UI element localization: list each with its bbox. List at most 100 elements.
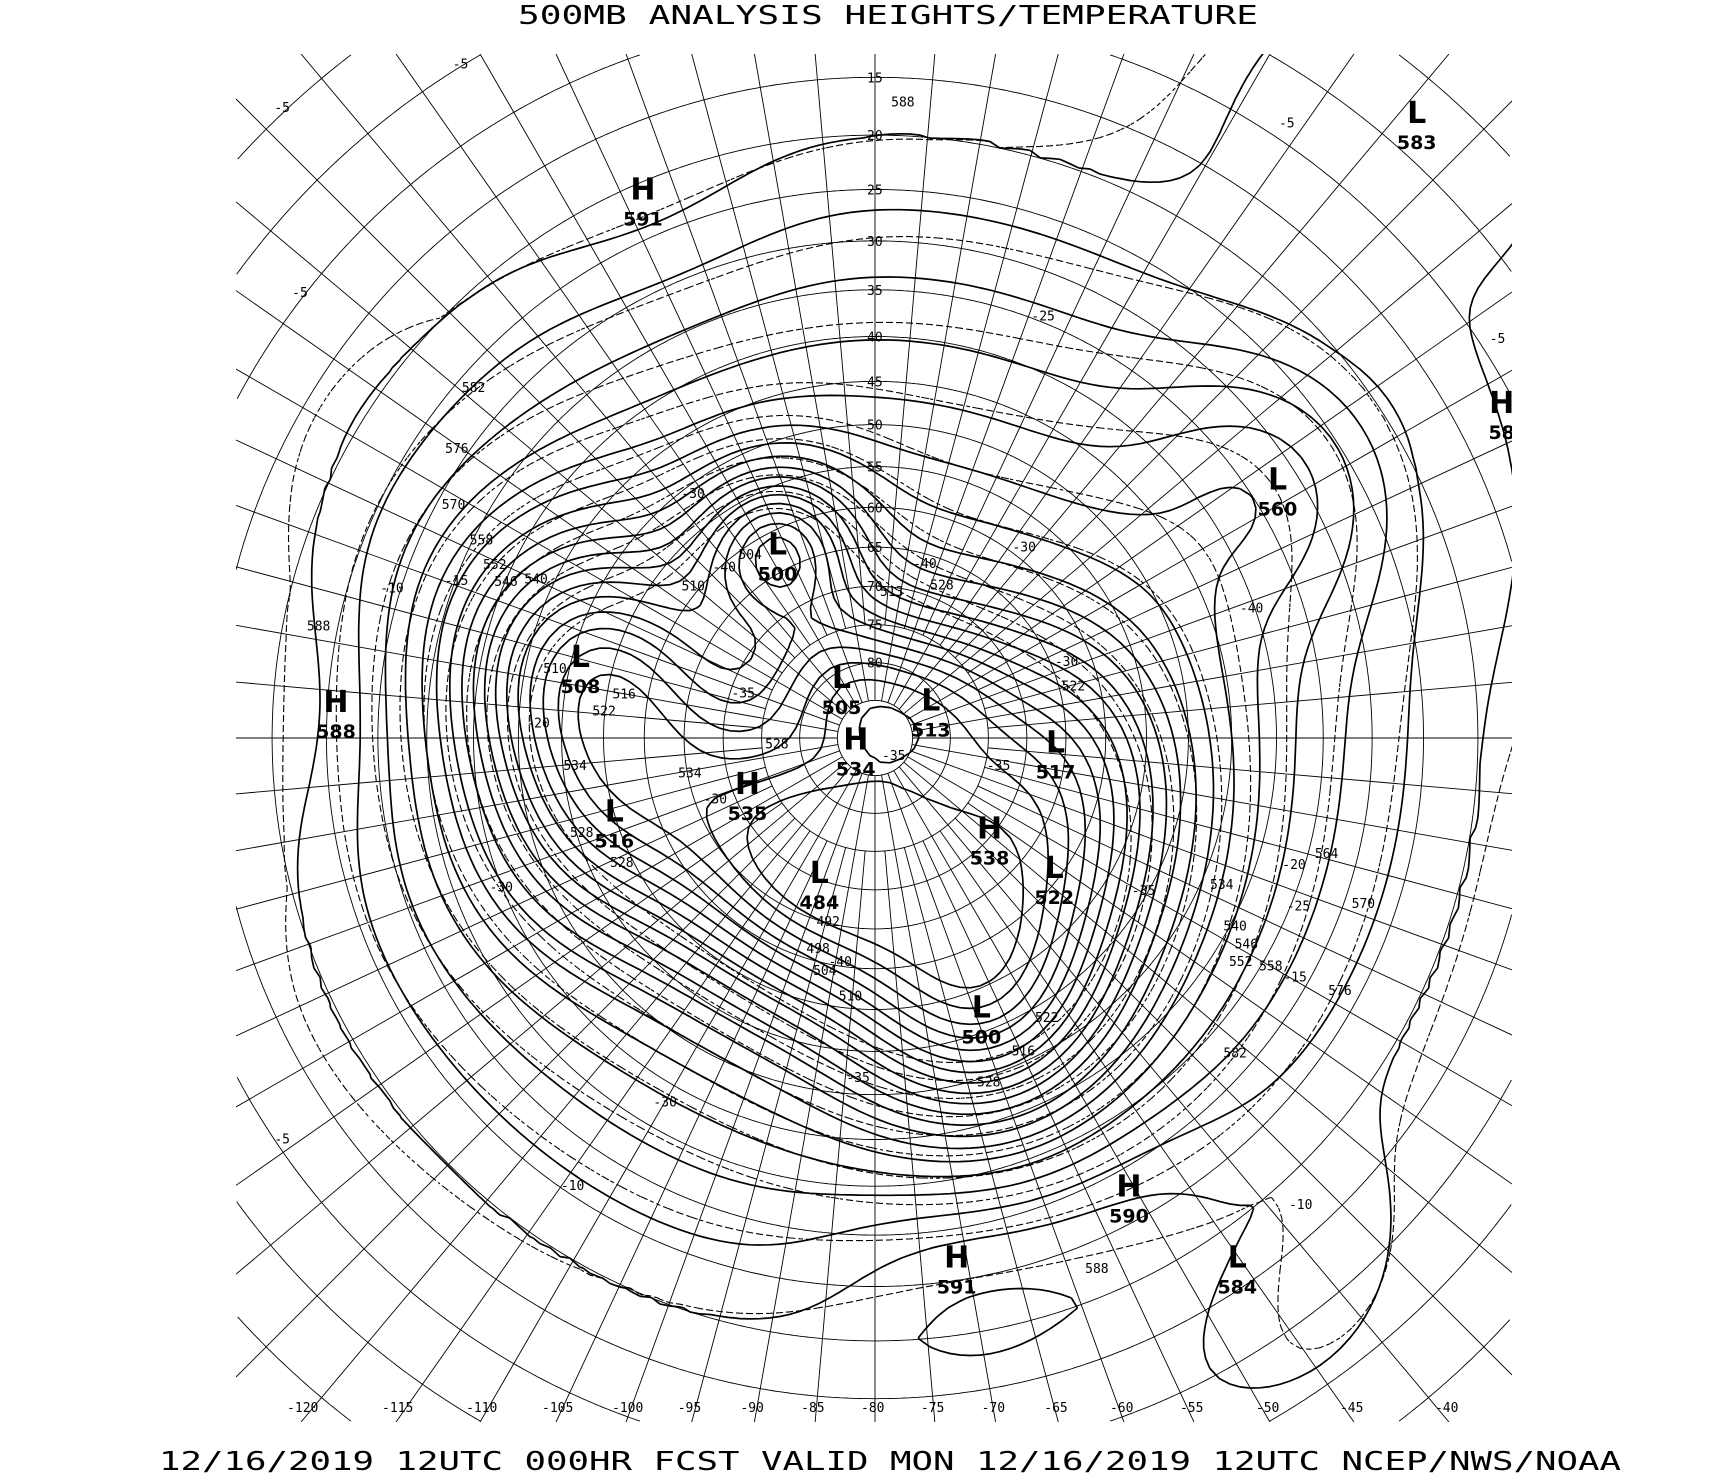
center-value: 535 — [728, 803, 768, 825]
longitude-label: -80 — [861, 1401, 884, 1416]
meridian-line — [939, 830, 1355, 1422]
latitude-label: 75 — [867, 619, 883, 634]
center-value: 591 — [623, 208, 663, 230]
latitude-label: 30 — [867, 235, 883, 250]
height-contour-label: 546 — [1235, 937, 1258, 952]
meridian-line — [977, 440, 1512, 691]
meridian-line — [910, 505, 1512, 726]
center-value: 583 — [1397, 132, 1437, 154]
meridian-line — [898, 54, 1450, 710]
meridian-line — [236, 439, 773, 691]
latitude-label: 20 — [867, 129, 883, 144]
height-contour-504 — [542, 522, 1102, 1052]
temperature-contour-label: -40 — [913, 557, 936, 572]
height-contour-588 — [296, 54, 1512, 1389]
center-value: 508 — [561, 676, 601, 698]
height-contour-label: 540 — [524, 573, 547, 588]
height-contour-label: 558 — [470, 534, 493, 549]
height-contour-540 — [472, 466, 1182, 1116]
temperature-contour-label: -20 — [1282, 858, 1305, 873]
temperature-contour-label: -35 — [846, 1071, 869, 1086]
height-contour-label: 492 — [816, 915, 839, 930]
temperature-contour-label: -15 — [1283, 971, 1306, 986]
meridian-line — [236, 368, 843, 720]
center-symbol: H — [1489, 386, 1514, 421]
height-contour-label: 552 — [1229, 955, 1252, 970]
center-symbol: L — [571, 640, 590, 675]
meridian-line — [987, 681, 1512, 729]
longitude-label: -95 — [678, 1401, 701, 1416]
meridian-line — [691, 847, 847, 1422]
center-symbol: L — [1407, 96, 1426, 131]
meridian-line — [236, 505, 840, 726]
height-contour-546 — [461, 455, 1197, 1126]
center-value: 588 — [316, 721, 356, 743]
latitude-label: 35 — [867, 284, 883, 299]
meridian-line — [236, 756, 843, 1108]
height-contour-582 — [356, 208, 1425, 1246]
meridian-line — [907, 369, 1512, 720]
meridian-line — [922, 54, 1195, 636]
meridian-line — [910, 750, 1512, 971]
temperature-contour-label: -5 — [292, 286, 308, 301]
longitude-label: -110 — [466, 1401, 497, 1416]
center-symbol: H — [977, 811, 1002, 846]
meridian-line — [814, 850, 866, 1422]
height-contour-label: 588 — [891, 95, 914, 110]
center-value: 584 — [1217, 1276, 1257, 1298]
longitude-label: -85 — [801, 1401, 824, 1416]
longitude-label: -65 — [1044, 1401, 1067, 1416]
temperature-contour — [371, 321, 1358, 1206]
height-contour-label: 528 — [977, 1076, 1000, 1091]
meridian-line — [903, 203, 1512, 715]
latitude-label: 55 — [867, 461, 883, 476]
center-value: 522 — [1034, 887, 1074, 909]
meridian-line — [967, 802, 1512, 1185]
meridian-line — [479, 770, 857, 1422]
center-symbol: L — [972, 990, 991, 1025]
center-symbol: H — [843, 722, 868, 757]
temperature-contour-label: -5 — [1490, 332, 1506, 347]
temperature-contour — [506, 490, 1153, 1082]
height-contour-480 — [746, 705, 1025, 989]
center-value: 591 — [937, 1276, 977, 1298]
meridian-line — [967, 291, 1512, 674]
height-contour-label: 504 — [738, 548, 762, 563]
height-contour-510 — [529, 512, 1115, 1063]
longitude-label: -90 — [740, 1401, 763, 1416]
height-contour-label: 576 — [445, 442, 468, 457]
center-value: 484 — [800, 892, 840, 914]
temperature-contour — [528, 507, 1132, 1064]
meridian-line — [236, 566, 766, 710]
meridian-line — [977, 785, 1512, 1036]
height-contour-558 — [435, 424, 1257, 1150]
meridian-line — [893, 54, 1271, 706]
meridian-line — [954, 100, 1512, 659]
temperature-contour — [486, 474, 1175, 1100]
height-contour-label: 528 — [610, 856, 633, 871]
center-value: 505 — [822, 697, 862, 719]
temperature-contour-label: -5 — [1279, 117, 1295, 132]
height-contour-534 — [483, 476, 1168, 1105]
height-contour-564 — [421, 394, 1319, 1163]
meridian-line — [236, 624, 839, 732]
height-contour-label: 570 — [442, 498, 465, 513]
longitude-label: -45 — [1340, 1401, 1363, 1416]
height-contour-498 — [557, 536, 1087, 1039]
temperature-contour-label: -10 — [561, 1179, 584, 1194]
longitude-label: -115 — [382, 1401, 413, 1416]
temperature-contour-label: -40 — [828, 955, 851, 970]
meridian-line — [236, 766, 766, 910]
center-symbol: H — [735, 767, 760, 802]
temperature-contour-label: -30 — [653, 1096, 676, 1111]
height-contour-label: 570 — [1352, 897, 1375, 912]
meridian-line — [236, 802, 783, 1186]
latitude-label: 80 — [867, 657, 883, 672]
meridian-line — [884, 54, 936, 626]
